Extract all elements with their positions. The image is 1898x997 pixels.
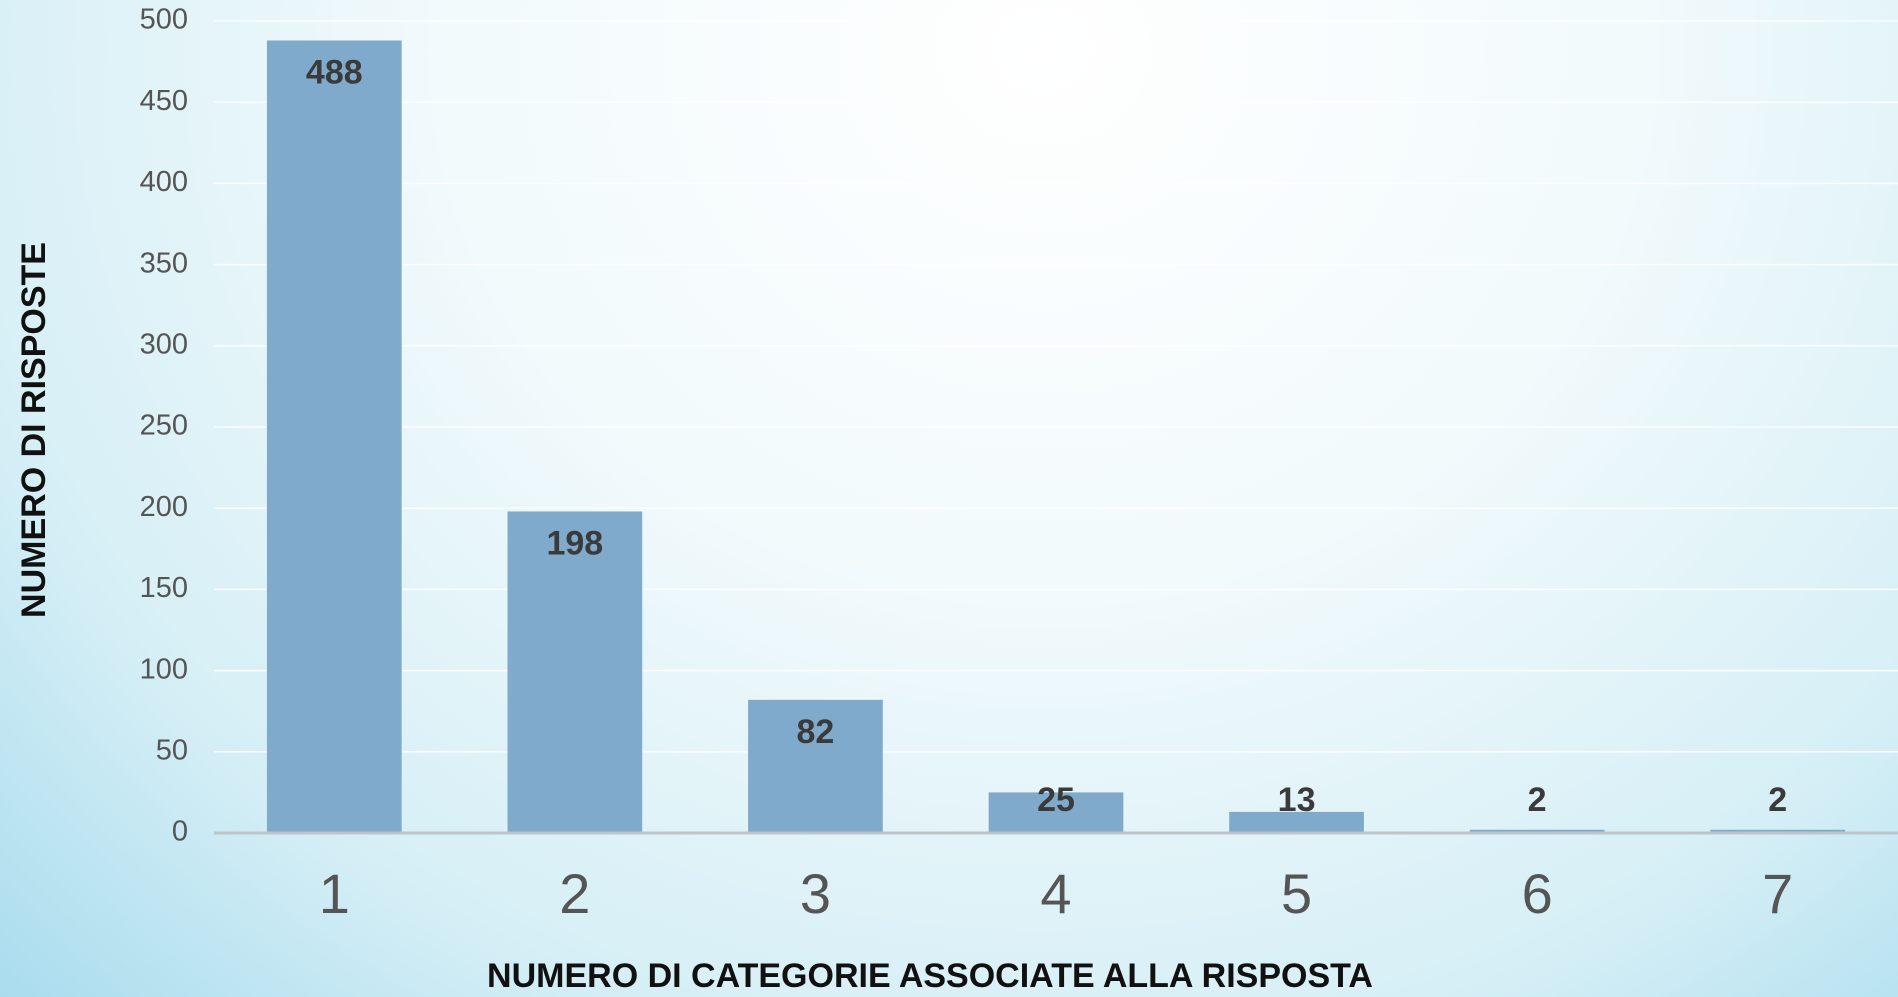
y-tick-label: 150 [140,572,188,604]
bar [266,40,402,834]
y-axis-title: NUMERO DI RISPOSTE [15,242,53,618]
bar [1229,811,1364,833]
x-tick-label: 2 [559,862,590,925]
data-label: 82 [797,713,835,751]
y-tick-label: 100 [140,653,188,685]
bar [1710,829,1846,833]
x-tick-label: 6 [1522,862,1553,925]
x-tick-label: 3 [800,862,831,925]
y-tick-label: 450 [140,85,188,117]
data-label: 488 [306,53,363,91]
data-label: 13 [1278,781,1316,819]
bar [1469,829,1605,833]
data-label: 25 [1037,781,1075,819]
y-tick-label: 200 [140,491,188,523]
x-tick-label: 1 [319,862,350,925]
data-label: 198 [546,524,603,562]
y-tick-label: 400 [140,166,188,198]
y-tick-label: 350 [140,247,188,279]
bar [748,699,883,833]
y-tick-label: 50 [156,734,188,766]
x-axis-title: NUMERO DI CATEGORIE ASSOCIATE ALLA RISPO… [487,957,1373,995]
y-tick-label: 0 [172,816,188,848]
y-tick-label: 500 [140,4,188,36]
bar [988,792,1124,833]
x-tick-label: 4 [1040,862,1071,925]
y-tick-label: 250 [140,410,188,442]
x-tick-label: 5 [1281,862,1312,925]
y-tick-label: 300 [140,328,188,360]
data-label: 2 [1768,781,1787,819]
bar [507,511,643,833]
x-tick-label: 7 [1762,862,1793,925]
data-label: 2 [1528,781,1547,819]
